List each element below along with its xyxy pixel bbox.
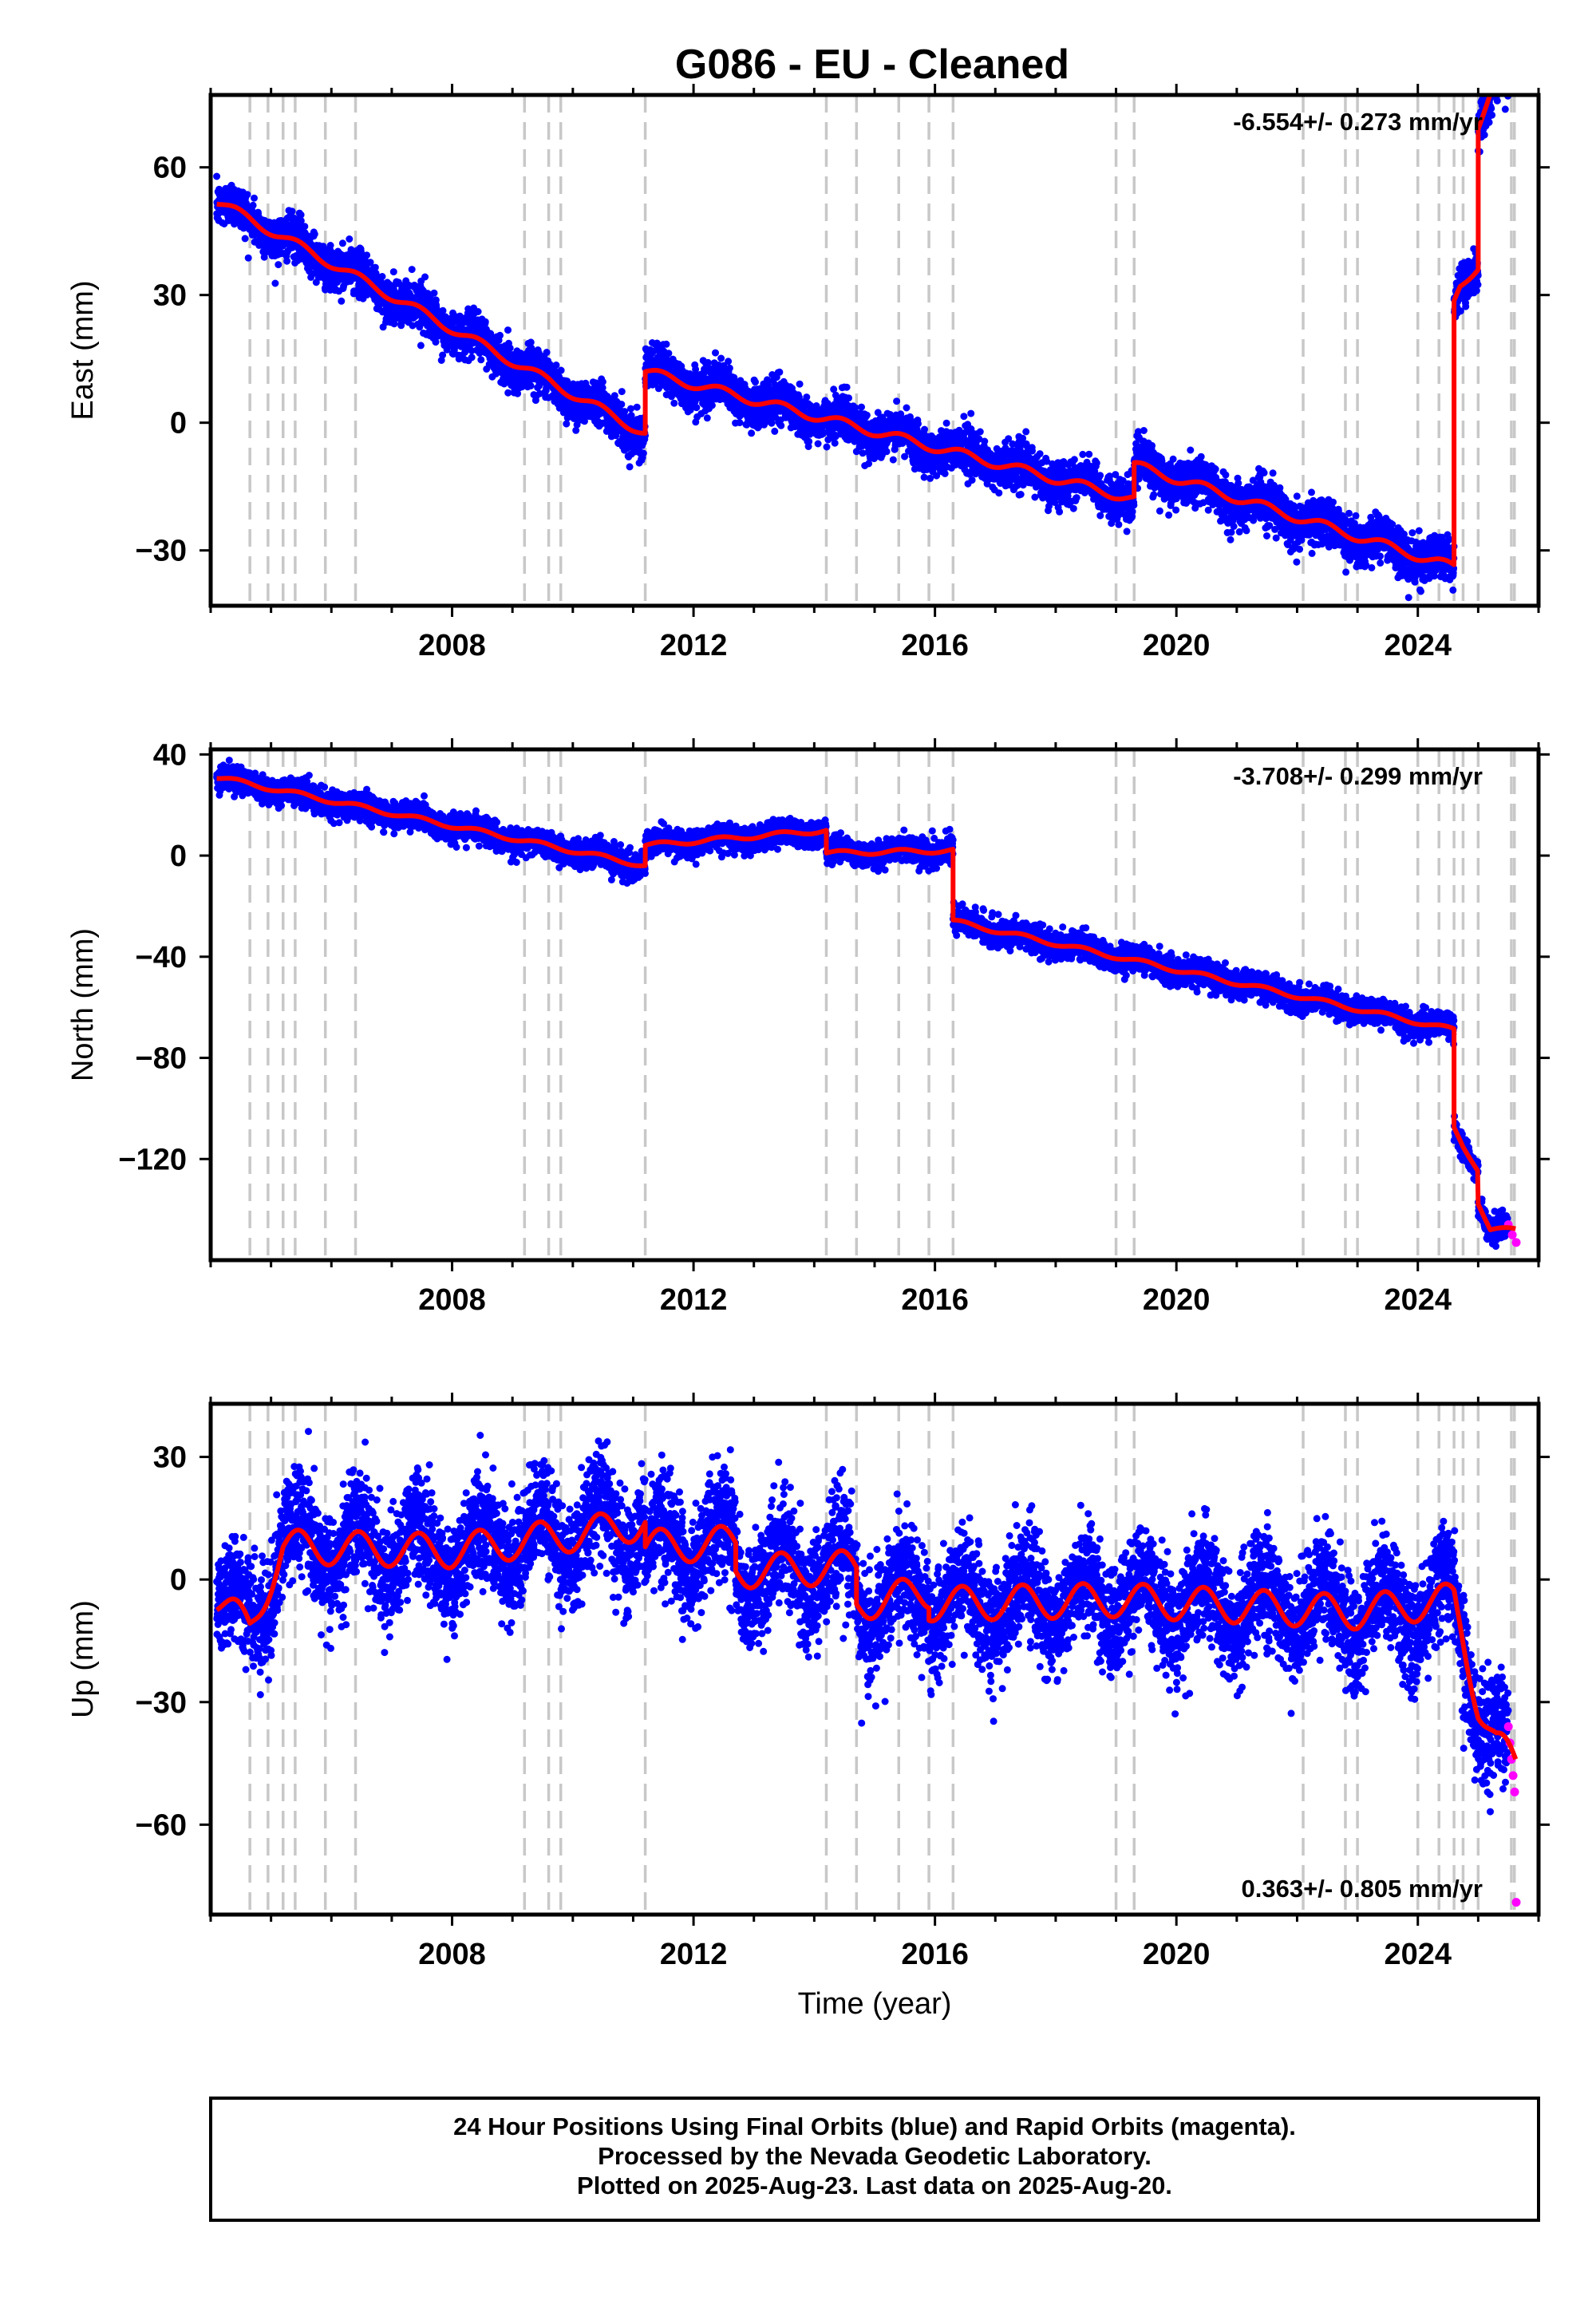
y-tick-label: 30 <box>153 279 187 313</box>
rapid-orbit-point <box>1507 1230 1517 1239</box>
y-tick-label: 0 <box>170 407 187 441</box>
x-axis-label: Time (year) <box>798 1987 952 2021</box>
y-tick-label: 30 <box>153 1441 187 1475</box>
x-tick-label: 2012 <box>660 1283 728 1317</box>
y-axis-label: East (mm) <box>66 280 100 420</box>
final-orbit-points <box>213 95 1512 602</box>
footer-line-3: Plotted on 2025-Aug-23. Last data on 202… <box>577 2172 1172 2199</box>
x-tick-label: 2012 <box>660 629 728 662</box>
x-tick-label: 2008 <box>418 1283 486 1317</box>
y-tick-label: 60 <box>153 152 187 185</box>
rapid-orbit-point <box>1508 1771 1518 1780</box>
rapid-orbit-point <box>1509 57 1518 65</box>
footer-box <box>209 2097 1540 2222</box>
rapid-orbit-point <box>1507 69 1515 78</box>
x-tick-label: 2020 <box>1143 629 1211 662</box>
x-tick-label: 2024 <box>1384 1938 1452 1971</box>
series-final-orbits <box>213 757 1512 1251</box>
x-tick-label: 2016 <box>901 1283 969 1317</box>
x-tick-label: 2012 <box>660 1938 728 1971</box>
rapid-orbit-point <box>1511 1238 1521 1247</box>
x-tick-label: 2008 <box>418 629 486 662</box>
offset-lines <box>248 1404 1516 1915</box>
x-tick-label: 2020 <box>1143 1938 1211 1971</box>
y-tick-label: −80 <box>136 1042 187 1076</box>
rapid-orbit-point <box>1503 1721 1513 1731</box>
y-axis-label: Up (mm) <box>66 1600 100 1718</box>
model-line <box>215 95 1493 567</box>
panel-east: 2008 2012 2016 2020 2024 −30 0 30 60 East (mm) -6.… <box>66 44 1550 662</box>
y-tick-label: 40 <box>153 738 187 772</box>
rapid-orbit-point <box>1504 82 1513 91</box>
x-tick-label: 2016 <box>901 1938 969 1971</box>
rapid-orbit-point <box>1511 1898 1521 1907</box>
x-tick-label: 2008 <box>418 1938 486 1971</box>
y-tick-label: −120 <box>118 1143 187 1176</box>
series-rapid-orbits <box>1504 44 1521 91</box>
x-tick-label: 2020 <box>1143 1283 1211 1317</box>
y-tick-label: 0 <box>170 840 187 873</box>
rapid-orbit-point <box>1512 44 1521 53</box>
rate-label: 0.363+/- 0.805 mm/yr <box>1242 1875 1483 1903</box>
panel-north: 2008 2012 2016 2020 2024 −120 −80 −40 0 40 North (… <box>66 738 1550 1317</box>
final-orbit-points <box>213 1428 1512 1816</box>
x-tick-label: 2024 <box>1384 629 1452 662</box>
x-tick-label: 2016 <box>901 629 969 662</box>
rapid-orbit-point <box>1510 1787 1519 1796</box>
model-line <box>215 1511 1519 1761</box>
series-rapid-orbits <box>1503 1220 1521 1247</box>
panel-up: 2008 2012 2016 2020 2024 −60 −30 0 30 Up (mm) Time… <box>66 1393 1550 2021</box>
y-axis-label: North (mm) <box>66 928 100 1081</box>
rate-label: -3.708+/- 0.299 mm/yr <box>1233 762 1483 790</box>
series-final-orbits <box>213 1428 1512 1816</box>
footer-line-1: 24 Hour Positions Using Final Orbits (bl… <box>453 2112 1296 2140</box>
rate-label: -6.554+/- 0.273 mm/yr <box>1233 108 1483 136</box>
model-line <box>215 776 1517 1232</box>
y-tick-label: −30 <box>136 535 187 568</box>
final-orbit-points <box>213 757 1512 1251</box>
y-tick-label: −30 <box>136 1686 187 1720</box>
series-final-orbits <box>213 95 1512 602</box>
series-rapid-orbits <box>1503 1721 1521 1907</box>
chart-title: G086 - EU - Cleaned <box>675 41 1069 88</box>
footer-line-2: Processed by the Nevada Geodetic Laborat… <box>598 2142 1152 2170</box>
y-tick-label: 0 <box>170 1563 187 1597</box>
y-tick-label: −40 <box>136 941 187 974</box>
x-tick-label: 2024 <box>1384 1283 1452 1317</box>
y-tick-label: −60 <box>136 1808 187 1842</box>
